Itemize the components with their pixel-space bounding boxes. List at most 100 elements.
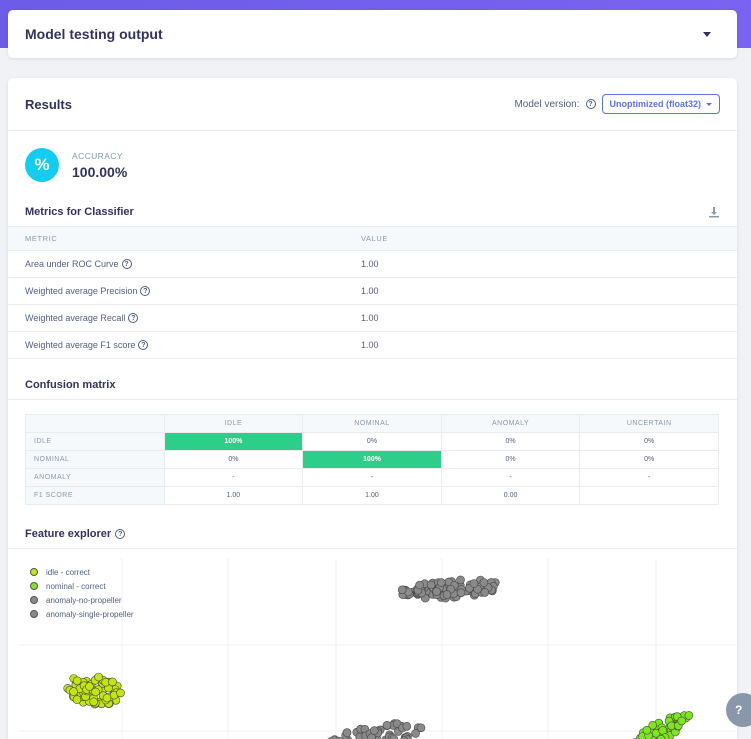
page-title: Model testing output — [25, 26, 163, 42]
plot-point — [72, 676, 82, 686]
legend-label: anomaly-single-propeller — [46, 609, 134, 619]
metric-name: Weighted average Recall — [25, 312, 126, 323]
plot-point — [684, 711, 694, 720]
plot-point — [456, 575, 465, 585]
help-icon[interactable]: ? — [128, 313, 139, 324]
plot-point — [102, 693, 112, 703]
help-icon[interactable]: ? — [140, 286, 151, 297]
plot-legend: idle - correct nominal - correct anomaly… — [30, 565, 134, 621]
cm-column-header: UNCERTAIN — [579, 414, 719, 433]
cm-cell: 0% — [440, 432, 581, 451]
confusion-matrix-title: Confusion matrix — [25, 379, 115, 391]
model-version-select[interactable]: Unoptimized (float32) — [601, 94, 720, 114]
plot-point — [416, 723, 426, 733]
plot-point — [656, 734, 666, 739]
metric-value: 1.00 — [361, 304, 737, 332]
metric-name: Area under ROC Curve — [25, 258, 119, 269]
table-row: ANOMALY - - - - — [25, 468, 719, 487]
help-button[interactable]: ? — [726, 693, 751, 727]
divider — [8, 548, 737, 549]
plot-point — [648, 721, 658, 730]
legend-label: nominal - correct — [46, 581, 106, 591]
model-version-label: Model version: — [514, 98, 580, 110]
plot-point — [658, 726, 668, 735]
table-row: Weighted average F1 score? 1.00 — [8, 331, 737, 359]
cm-cell: - — [440, 468, 581, 487]
metrics-title: Metrics for Classifier — [25, 206, 134, 218]
plot-point — [69, 687, 78, 696]
plot-point — [89, 697, 98, 707]
accuracy-label: ACCURACY — [72, 150, 123, 161]
plot-point — [72, 695, 82, 704]
cm-cell: - — [163, 468, 304, 487]
metric-value: 1.00 — [361, 277, 737, 305]
help-icon[interactable]: ? — [121, 259, 132, 270]
table-row: Area under ROC Curve? 1.00 — [8, 250, 737, 278]
table-row: Weighted average Recall? 1.00 — [8, 304, 737, 332]
plot-point — [411, 729, 420, 738]
divider — [8, 399, 737, 400]
feature-explorer-title: Feature explorer ? — [25, 528, 126, 540]
cm-cell: 1.00 — [163, 486, 304, 505]
table-row: Weighted average Precision? 1.00 — [8, 277, 737, 305]
plot-points — [63, 575, 694, 739]
cm-column-header: IDLE — [163, 414, 304, 433]
results-card: Results Model version: ? Unoptimized (fl… — [8, 78, 737, 739]
help-icon[interactable]: ? — [115, 529, 126, 539]
cm-cell: - — [579, 468, 719, 487]
cm-cell: 100% — [163, 432, 304, 451]
metric-column-header: METRIC — [8, 226, 361, 251]
download-icon[interactable] — [708, 206, 720, 218]
legend-item[interactable]: nominal - correct — [30, 579, 134, 593]
cm-row-label: F1 SCORE — [25, 486, 165, 505]
legend-label: anomaly-no-propeller — [46, 595, 122, 605]
plot-point — [382, 721, 392, 730]
plot-point — [91, 687, 100, 697]
metric-name: Weighted average F1 score — [25, 339, 136, 350]
plot-point — [85, 682, 94, 691]
cm-cell — [579, 486, 719, 505]
legend-swatch — [30, 610, 38, 618]
plot-point — [108, 677, 117, 687]
plot-point — [389, 734, 399, 739]
accuracy-value: 100.00% — [72, 163, 128, 180]
cm-cell: 0% — [163, 450, 304, 469]
cm-row-label: ANOMALY — [25, 468, 165, 487]
cm-cell: 0% — [579, 432, 719, 451]
plot-point — [400, 736, 409, 739]
help-icon[interactable]: ? — [585, 99, 596, 109]
value-column-header: VALUE — [361, 226, 737, 251]
model-version-control: Model version: ? Unoptimized (float32) — [514, 94, 720, 114]
cm-row-label: IDLE — [25, 432, 165, 451]
plot-point — [469, 579, 479, 588]
percent-icon: % — [25, 148, 59, 182]
plot-point — [479, 578, 489, 587]
chevron-down-icon[interactable] — [703, 31, 711, 37]
legend-item[interactable]: anomaly-no-propeller — [30, 593, 134, 607]
cm-cell: 100% — [302, 450, 442, 469]
legend-item[interactable]: idle - correct — [30, 565, 134, 579]
metric-name: Weighted average Precision — [25, 285, 138, 296]
plot-point — [116, 688, 125, 698]
legend-item[interactable]: anomaly-single-propeller — [30, 607, 134, 621]
feature-explorer-plot[interactable] — [18, 558, 737, 739]
legend-swatch — [30, 596, 38, 604]
plot-point — [432, 587, 441, 596]
cm-cell: 0% — [440, 450, 581, 469]
plot-point — [442, 590, 452, 599]
plot-point — [642, 725, 652, 735]
model-version-value: Unoptimized (float32) — [609, 99, 702, 109]
plot-point — [456, 588, 466, 598]
plot-point — [436, 578, 446, 587]
corner-cell — [25, 414, 165, 433]
model-testing-header[interactable]: Model testing output — [8, 10, 737, 58]
metrics-table: METRIC VALUE Area under ROC Curve? 1.00 … — [8, 226, 737, 359]
table-row: NOMINAL 0% 100% 0% 0% — [25, 450, 719, 469]
plot-point — [369, 726, 379, 735]
cm-cell: 1.00 — [302, 486, 442, 505]
cm-cell: 0.00 — [440, 486, 581, 505]
plot-point — [94, 672, 103, 682]
help-icon[interactable]: ? — [138, 340, 149, 351]
results-header: Results Model version: ? Unoptimized (fl… — [8, 78, 737, 131]
legend-swatch — [30, 568, 38, 576]
